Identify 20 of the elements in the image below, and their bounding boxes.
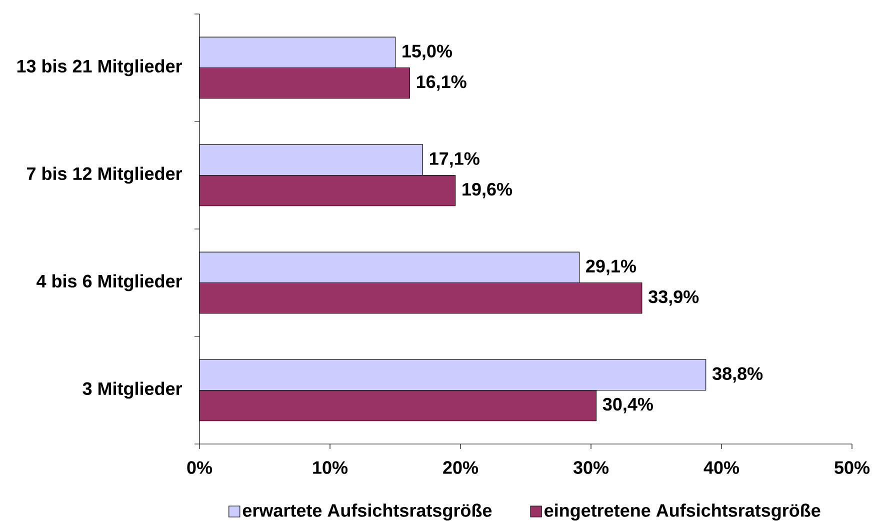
legend-label: eingetretene Aufsichtsratsgröße: [544, 504, 820, 520]
y-tick-label: 4 bis 6 Mitglieder: [36, 274, 182, 292]
y-tick-label: 3 Mitglieder: [82, 382, 182, 399]
x-tick-label: 40%: [704, 461, 740, 474]
data-label: 38,8%: [712, 367, 763, 383]
x-tick-label: 50%: [834, 461, 870, 474]
x-tick-label: 10%: [313, 461, 348, 474]
data-label: 30,4%: [602, 398, 653, 414]
data-label: 17,1%: [430, 152, 480, 168]
legend-label: erwartete Aufsichtsratsgröße: [242, 504, 492, 520]
x-tick-label: 0%: [187, 461, 212, 474]
y-tick-label: 13 bis 21 Mitglieder: [17, 59, 182, 76]
x-tick-label: 30%: [573, 461, 609, 474]
data-label: 29,1%: [586, 260, 636, 276]
data-label: 33,9%: [648, 290, 699, 306]
data-label: 15,0%: [402, 44, 452, 60]
x-tick-label: 20%: [443, 461, 478, 474]
data-label: 16,1%: [416, 75, 466, 91]
data-label: 19,6%: [462, 182, 512, 198]
y-tick-label: 7 bis 12 Mitglieder: [27, 166, 182, 184]
